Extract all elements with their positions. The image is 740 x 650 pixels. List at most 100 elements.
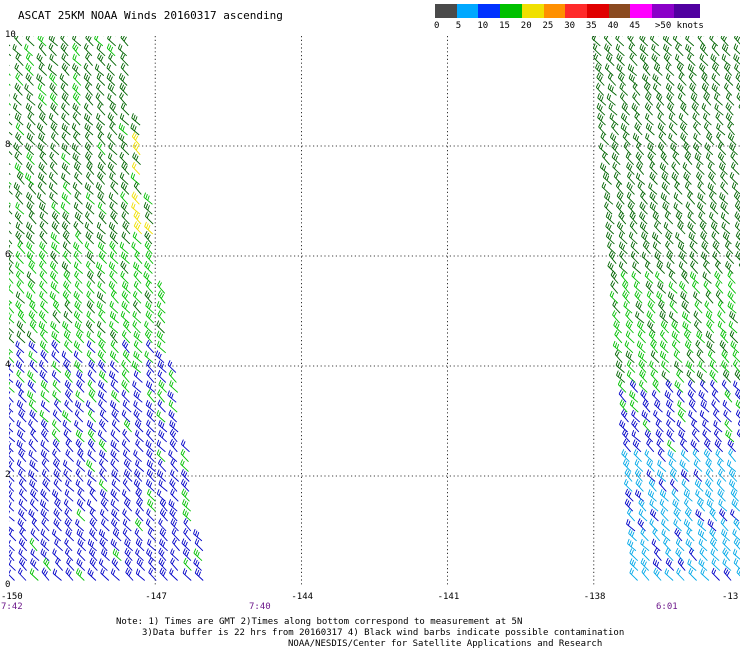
wind-barb xyxy=(639,369,648,383)
wind-barb xyxy=(656,102,665,116)
wind-barb xyxy=(159,538,168,552)
wind-barb xyxy=(72,152,82,166)
wind-barb xyxy=(110,329,118,344)
wind-barb xyxy=(108,261,118,274)
wind-barb xyxy=(65,438,74,453)
wind-barb xyxy=(122,449,132,463)
wind-barb xyxy=(49,72,58,86)
wind-barb xyxy=(108,370,119,383)
wind-barb xyxy=(667,102,676,116)
wind-barb xyxy=(133,211,142,225)
wind-barb xyxy=(87,379,96,393)
wind-barb xyxy=(676,389,685,403)
wind-barb xyxy=(156,300,166,314)
legend-swatch xyxy=(543,4,570,18)
wind-barb xyxy=(626,162,635,175)
wind-barb xyxy=(651,538,661,552)
wind-barb xyxy=(157,389,165,403)
wind-barb xyxy=(146,488,156,502)
wind-barb xyxy=(635,478,644,492)
wind-barb xyxy=(711,567,720,581)
wind-barb xyxy=(666,261,676,274)
wind-barb xyxy=(110,458,119,472)
wind-barb xyxy=(169,420,179,433)
wind-barb xyxy=(717,142,727,156)
wind-barb xyxy=(706,499,716,512)
wind-barb xyxy=(725,102,734,116)
wind-barb xyxy=(705,290,714,304)
lon-tick-label: -138 xyxy=(583,592,606,602)
wind-barb xyxy=(657,141,666,156)
wind-barb xyxy=(644,112,654,126)
wind-barb xyxy=(15,230,24,245)
wind-barb xyxy=(650,339,658,354)
wind-barb xyxy=(120,191,129,205)
lon-tick-label: -150 xyxy=(1,592,23,602)
wind-barb xyxy=(623,301,633,314)
wind-barb xyxy=(684,181,694,195)
wind-barb xyxy=(703,448,712,463)
wind-barb xyxy=(656,439,665,453)
wind-barb xyxy=(717,310,726,324)
wind-barb xyxy=(725,92,735,106)
wind-barb xyxy=(608,103,618,116)
wind-barb xyxy=(16,420,26,433)
wind-barb xyxy=(626,519,636,532)
wind-barb xyxy=(24,43,33,57)
wind-barb xyxy=(595,82,605,96)
wind-barb xyxy=(39,291,48,304)
wind-barb xyxy=(603,36,613,47)
wind-barb xyxy=(705,489,715,502)
wind-barb xyxy=(29,300,38,314)
wind-barb xyxy=(111,469,121,482)
wind-barb xyxy=(671,488,680,502)
wind-barb xyxy=(718,162,728,175)
wind-barb xyxy=(111,479,121,492)
wind-barb xyxy=(63,429,73,443)
wind-barb xyxy=(54,399,62,413)
wind-barb xyxy=(144,329,153,344)
wind-barb xyxy=(19,557,27,571)
wind-barb xyxy=(97,380,107,393)
wind-barb xyxy=(687,379,697,393)
wind-barb xyxy=(40,329,48,344)
wind-barb xyxy=(706,340,716,354)
wind-barb xyxy=(107,161,116,175)
wind-barb xyxy=(712,409,722,423)
wind-barb xyxy=(684,498,692,512)
wind-barb xyxy=(703,280,712,294)
wind-barb xyxy=(109,240,118,255)
wind-barb xyxy=(711,73,721,86)
wind-barb xyxy=(74,172,83,185)
wind-barb xyxy=(123,469,133,482)
wind-barb xyxy=(622,132,631,146)
wind-barb xyxy=(132,152,141,166)
wind-barb xyxy=(597,93,607,106)
wind-barb xyxy=(98,359,107,373)
wind-barb xyxy=(698,360,708,373)
wind-barb xyxy=(62,419,72,433)
wind-barb xyxy=(734,36,740,45)
wind-barb xyxy=(695,489,705,502)
wind-barb xyxy=(65,528,75,542)
wind-barb xyxy=(708,211,718,225)
wind-barb xyxy=(595,63,604,76)
wind-map[interactable] xyxy=(9,36,740,586)
wind-barb xyxy=(618,241,628,255)
wind-barb xyxy=(9,448,15,462)
wind-barb xyxy=(683,141,692,156)
wind-barb xyxy=(720,171,729,185)
wind-barb xyxy=(683,171,692,185)
wind-barb xyxy=(652,73,662,86)
wind-barb xyxy=(158,429,168,443)
wind-barb xyxy=(121,231,131,245)
wind-barb xyxy=(618,261,628,274)
wind-barb xyxy=(621,102,630,116)
wind-barb xyxy=(660,320,670,334)
wind-barb xyxy=(40,349,49,363)
wind-barb xyxy=(95,181,105,195)
wind-barb xyxy=(696,349,705,364)
wind-barb xyxy=(52,548,62,562)
wind-barb xyxy=(133,350,143,364)
wind-barb xyxy=(605,211,615,225)
